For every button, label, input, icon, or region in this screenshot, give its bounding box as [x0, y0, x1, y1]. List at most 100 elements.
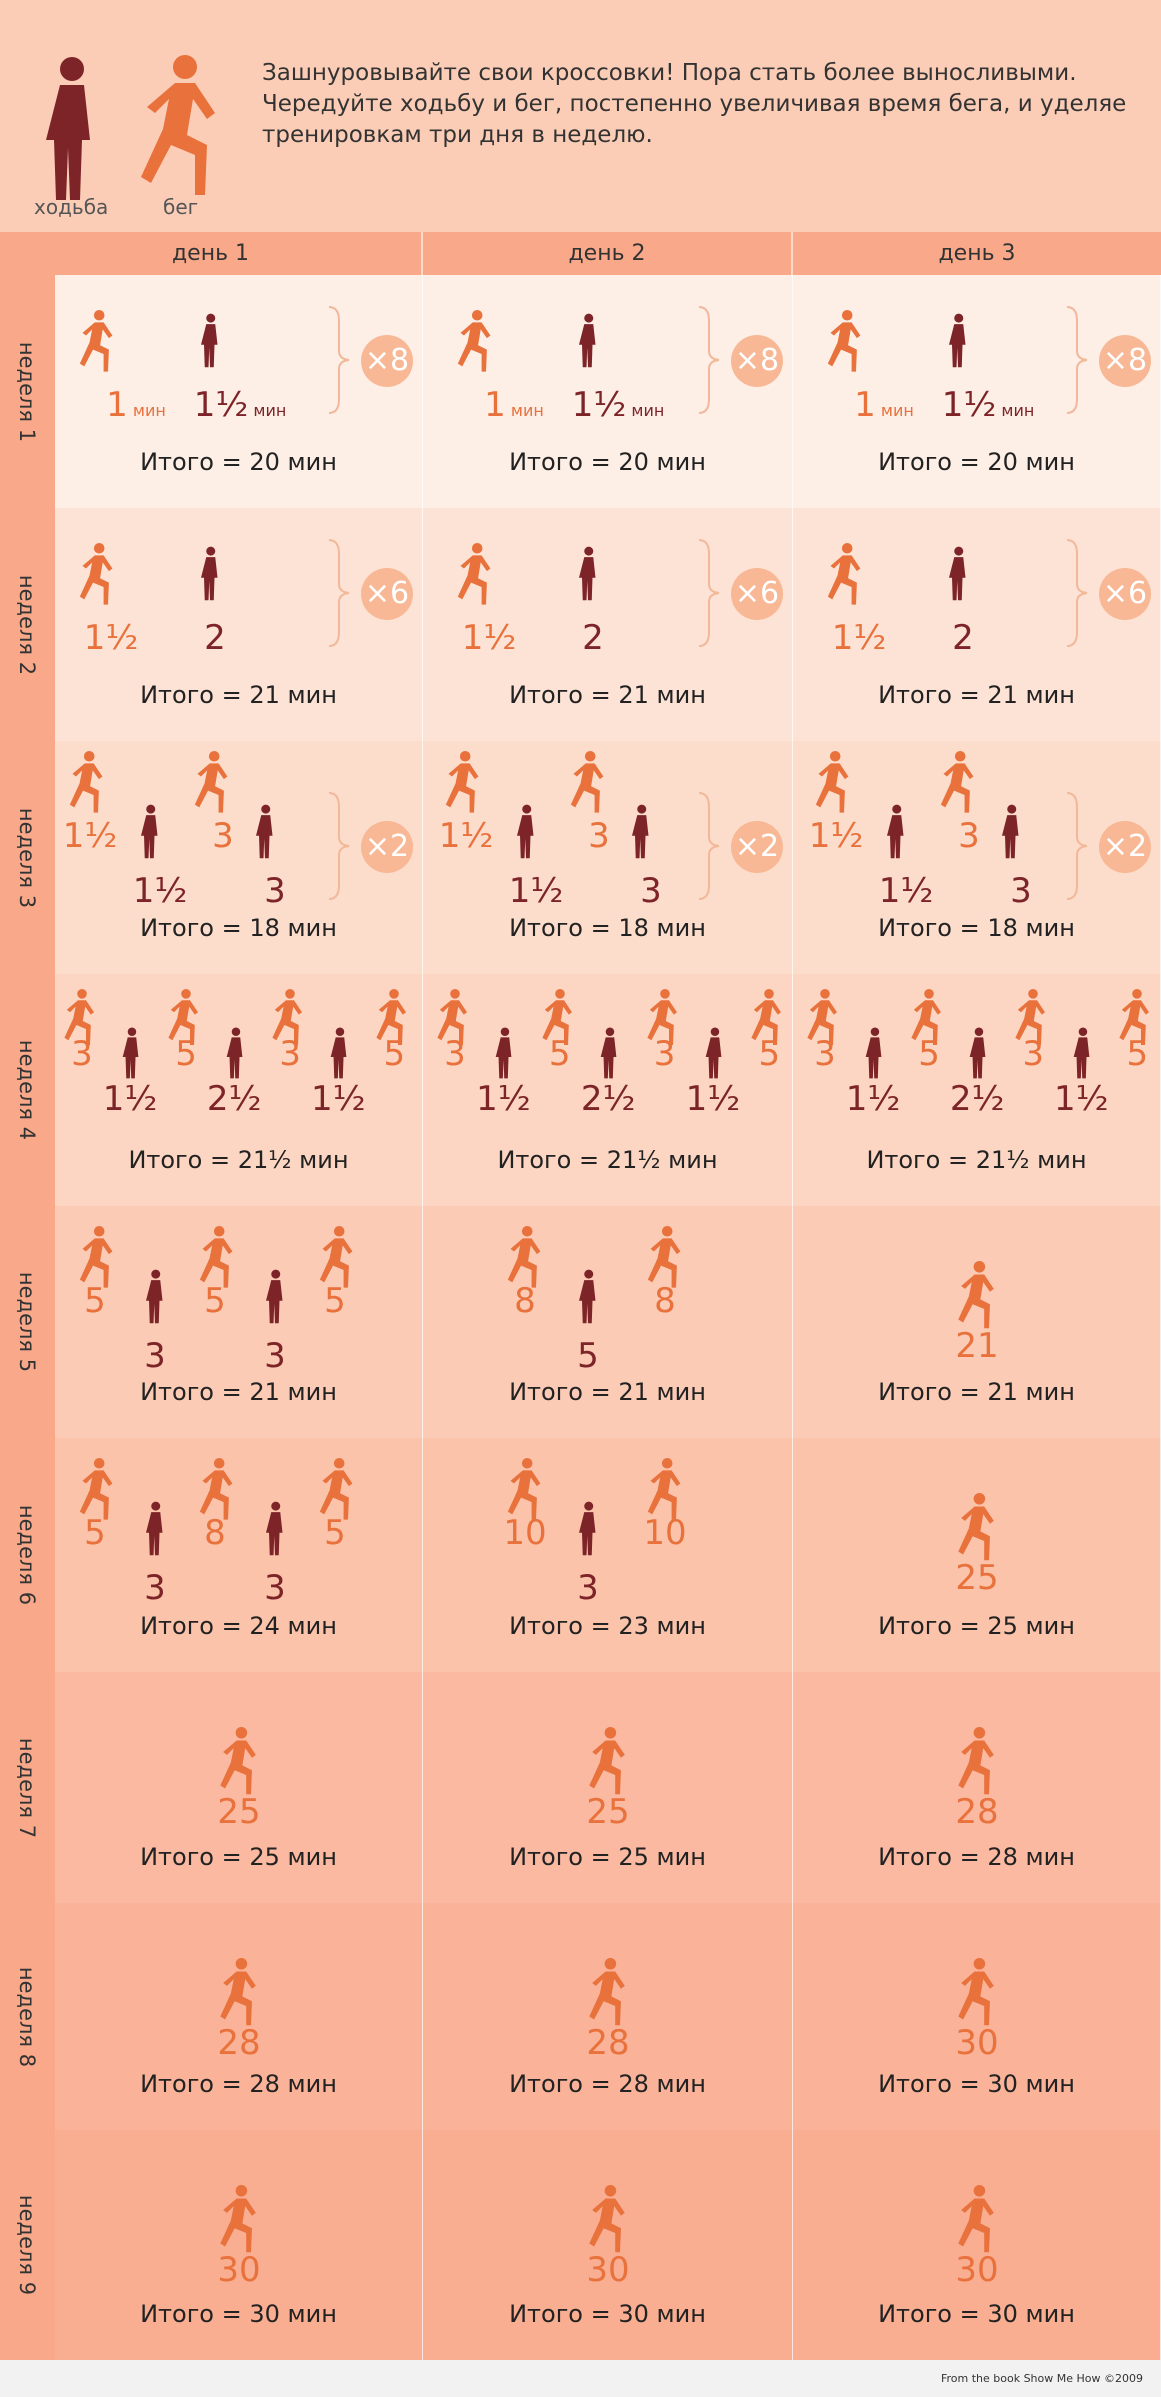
week-row: неделя 6 5 3 8 3 5 Итого = 24 мин 10 3 10 Итого = …: [0, 1438, 1161, 1672]
walker-legend-icon: [46, 57, 90, 200]
day-cell: 1½ 1½ 3 3 ×2 Итого = 18 мин: [793, 741, 1161, 974]
walk-minutes: 1½: [685, 1079, 741, 1119]
day-3-header: день 3: [793, 232, 1161, 275]
week-label: неделя 2: [0, 508, 55, 741]
run-minutes: 5: [84, 1513, 106, 1553]
walker-icon: [266, 1501, 283, 1556]
walk-minutes: 1½: [102, 1079, 158, 1119]
brace-icon: [1066, 306, 1088, 414]
day-cell: 28 Итого = 28 мин: [55, 1903, 423, 2130]
runner-icon: [64, 989, 94, 1045]
run-minutes: 8: [654, 1281, 676, 1321]
run-minutes: 1 мин: [484, 385, 544, 425]
day-cell: 1 мин 1½ мин ×8 Итого = 20 мин: [793, 275, 1161, 508]
run-legend-label: бег: [163, 195, 199, 219]
walker-icon: [266, 1269, 283, 1324]
total-minutes: Итого = 20 мин: [509, 448, 706, 476]
brace-icon: [328, 306, 350, 414]
total-minutes: Итого = 30 мин: [140, 2300, 337, 2328]
walk-minutes: 5: [577, 1336, 599, 1376]
total-minutes: Итого = 21 мин: [878, 1378, 1075, 1406]
walker-icon: [201, 546, 218, 601]
week-label: неделя 7: [0, 1672, 55, 1903]
runner-legend-icon: [141, 55, 215, 195]
total-minutes: Итого = 30 мин: [878, 2300, 1075, 2328]
day-cell: 1 мин 1½ мин ×8 Итого = 20 мин: [423, 275, 793, 508]
runner-icon: [542, 989, 572, 1045]
run-minutes: 5: [918, 1034, 940, 1074]
day-cell: 8 5 8 Итого = 21 мин: [423, 1206, 793, 1438]
walker-icon: [579, 546, 596, 601]
total-minutes: Итого = 28 мин: [140, 2070, 337, 2098]
day-cell: 3 1½ 5 2½ 3 1½ 5 Итого = 21½ мин: [55, 974, 423, 1206]
run-minutes: 10: [503, 1513, 547, 1553]
walker-icon: [1074, 1027, 1090, 1079]
walk-legend-label: ходьба: [34, 195, 109, 219]
week-label: неделя 8: [0, 1903, 55, 2130]
minutes-unit: мин: [996, 401, 1035, 420]
walker-icon: [705, 1027, 722, 1079]
runner-icon: [827, 310, 861, 372]
walker-icon: [579, 1269, 596, 1324]
run-minutes: 3: [814, 1034, 836, 1074]
walk-minutes: 1½ мин: [941, 385, 1035, 425]
total-minutes: Итого = 25 мин: [509, 1843, 706, 1871]
day-cell: 5 3 8 3 5 Итого = 24 мин: [55, 1438, 423, 1672]
total-minutes: Итого = 21 мин: [878, 681, 1075, 709]
walker-icon: [331, 1027, 347, 1079]
week-label: неделя 1: [0, 275, 55, 508]
total-minutes: Итого = 21 мин: [140, 1378, 337, 1406]
runner-icon: [507, 1226, 541, 1288]
run-minutes: 3: [212, 816, 234, 856]
day-cell: 30 Итого = 30 мин: [423, 2130, 793, 2360]
runner-icon: [79, 1458, 113, 1520]
runner-icon: [751, 989, 782, 1045]
total-minutes: Итого = 24 мин: [140, 1612, 337, 1640]
runner-icon: [1119, 989, 1150, 1045]
brace-icon: [1066, 539, 1088, 647]
run-minutes: 1 мин: [854, 385, 914, 425]
runner-icon: [194, 751, 228, 813]
run-minutes: 5: [84, 1281, 106, 1321]
runner-icon: [646, 989, 677, 1045]
runner-icon: [958, 1493, 994, 1561]
runner-icon: [79, 1226, 113, 1288]
repeat-badge: ×2: [361, 821, 413, 873]
total-minutes: Итого = 28 мин: [509, 2070, 706, 2098]
walk-minutes: 3: [144, 1336, 166, 1376]
runner-icon: [457, 543, 491, 605]
runner-icon: [1015, 989, 1046, 1045]
minutes-unit: мин: [626, 401, 665, 420]
walk-minutes: 3: [264, 871, 286, 911]
run-minutes: 10: [643, 1513, 687, 1553]
day-cell: 30 Итого = 30 мин: [55, 2130, 423, 2360]
run-minutes: 8: [204, 1513, 226, 1553]
day-cell: 25 Итого = 25 мин: [55, 1672, 423, 1903]
runner-icon: [437, 989, 467, 1045]
runner-icon: [940, 751, 974, 813]
day-cell: 28 Итого = 28 мин: [423, 1903, 793, 2130]
runner-icon: [647, 1458, 681, 1520]
footer: From the book Show Me How ©2009: [0, 2360, 1161, 2397]
runner-icon: [911, 989, 942, 1045]
run-minutes: 1½: [62, 816, 118, 856]
walker-icon: [600, 1027, 617, 1079]
total-minutes: Итого = 25 мин: [140, 1843, 337, 1871]
walker-icon: [256, 804, 273, 859]
run-minutes: 8: [514, 1281, 536, 1321]
runner-icon: [69, 751, 103, 813]
intro-text: Зашнуровывайте свои кроссовки! Пора стат…: [262, 60, 1127, 148]
run-minutes: 1½: [83, 618, 139, 658]
total-minutes: Итого = 18 мин: [509, 914, 706, 942]
week-row: неделя 4 3 1½ 5 2½ 3 1½ 5 Итого = 21½ мин 3 1½ 5 2½ 3…: [0, 974, 1161, 1206]
walk-minutes: 3: [144, 1568, 166, 1608]
total-minutes: Итого = 18 мин: [878, 914, 1075, 942]
run-minutes: 1½: [808, 816, 864, 856]
run-minutes: 30: [955, 2250, 999, 2290]
walker-icon: [949, 313, 966, 368]
repeat-badge: ×8: [731, 335, 783, 387]
walk-minutes: 1½: [132, 871, 188, 911]
runner-icon: [220, 1727, 256, 1795]
day-cell: 10 3 10 Итого = 23 мин: [423, 1438, 793, 1672]
run-minutes: 28: [955, 1792, 999, 1832]
